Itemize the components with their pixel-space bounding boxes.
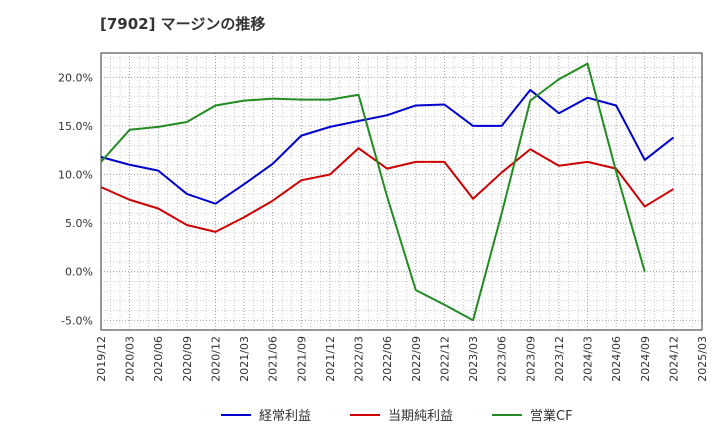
plot-frame bbox=[100, 52, 703, 331]
y-tick-label: 0.0% bbox=[65, 266, 93, 279]
x-tick-label: 2023/06 bbox=[496, 336, 509, 382]
x-tick-label: 2023/03 bbox=[467, 336, 480, 382]
x-tick-label: 2020/12 bbox=[209, 336, 222, 382]
y-tick-label: 15.0% bbox=[58, 120, 93, 133]
x-tick-label: 2024/03 bbox=[582, 336, 595, 382]
x-tick-label: 2024/06 bbox=[610, 336, 623, 382]
x-tick-label: 2022/06 bbox=[381, 336, 394, 382]
x-tick-label: 2023/09 bbox=[524, 336, 537, 382]
x-tick-label: 2024/12 bbox=[667, 336, 680, 382]
y-tick-label: -5.0% bbox=[61, 314, 93, 327]
plot-area: -5.0% 0.0% 5.0% 10.0% 15.0% 20.0% 2019/12 2020/… bbox=[58, 52, 709, 382]
plot-background bbox=[101, 53, 702, 330]
x-tick-label: 2020/06 bbox=[152, 336, 165, 382]
y-tick-label: 5.0% bbox=[65, 217, 93, 230]
x-tick-label: 2021/12 bbox=[324, 336, 337, 382]
y-tick-label: 10.0% bbox=[58, 168, 93, 181]
x-tick-label: 2021/06 bbox=[267, 336, 280, 382]
x-tick-label: 2023/12 bbox=[553, 336, 566, 382]
x-tick-label: 2019/12 bbox=[95, 336, 108, 382]
legend-label: 営業CF bbox=[530, 408, 573, 424]
x-tick-label: 2022/09 bbox=[410, 336, 423, 382]
y-tick-label: 20.0% bbox=[58, 71, 93, 84]
series-line-2 bbox=[100, 147, 674, 233]
legend-label: 当期純利益 bbox=[388, 409, 453, 424]
series-line-3 bbox=[100, 62, 646, 322]
x-tick-label: 2020/09 bbox=[181, 336, 194, 382]
x-tick-label: 2025/03 bbox=[696, 336, 709, 382]
x-tick-label: 2020/03 bbox=[124, 336, 137, 382]
x-tick-label: 2024/09 bbox=[639, 336, 652, 382]
x-tick-label: 2022/12 bbox=[438, 336, 451, 382]
series-line-1 bbox=[100, 88, 674, 205]
x-tick-label: 2021/03 bbox=[238, 336, 251, 382]
x-tick-label: 2021/09 bbox=[295, 336, 308, 382]
legend: 経常利益 当期純利益 営業CF bbox=[221, 408, 573, 424]
legend-label: 経常利益 bbox=[259, 409, 311, 424]
x-tick-label: 2022/03 bbox=[353, 336, 366, 382]
chart-title: [7902] マージンの推移 bbox=[100, 15, 265, 33]
